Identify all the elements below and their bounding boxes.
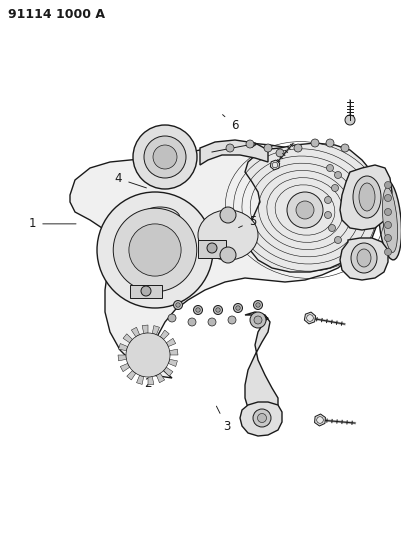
- Circle shape: [141, 286, 151, 296]
- Circle shape: [324, 212, 332, 219]
- Polygon shape: [142, 325, 148, 334]
- Text: 2: 2: [144, 369, 152, 390]
- Polygon shape: [314, 414, 326, 426]
- Circle shape: [334, 237, 342, 244]
- Circle shape: [276, 149, 284, 157]
- Circle shape: [332, 184, 338, 191]
- Circle shape: [385, 248, 391, 255]
- Ellipse shape: [357, 249, 371, 267]
- Circle shape: [341, 144, 349, 152]
- Circle shape: [385, 182, 391, 189]
- Circle shape: [326, 139, 334, 147]
- Text: 6: 6: [223, 115, 238, 132]
- Circle shape: [385, 195, 391, 201]
- Ellipse shape: [383, 188, 397, 253]
- Ellipse shape: [198, 210, 258, 260]
- Circle shape: [188, 318, 196, 326]
- Polygon shape: [168, 359, 177, 367]
- Ellipse shape: [379, 180, 401, 260]
- Circle shape: [294, 144, 302, 152]
- Circle shape: [254, 316, 262, 324]
- Polygon shape: [270, 160, 280, 170]
- Polygon shape: [200, 140, 268, 165]
- Polygon shape: [240, 402, 282, 436]
- Circle shape: [311, 139, 319, 147]
- Circle shape: [226, 144, 234, 152]
- Polygon shape: [340, 238, 388, 280]
- Polygon shape: [119, 344, 128, 351]
- Circle shape: [385, 222, 391, 229]
- Circle shape: [208, 318, 216, 326]
- Circle shape: [153, 145, 177, 169]
- Circle shape: [385, 235, 391, 241]
- Polygon shape: [340, 165, 392, 230]
- Polygon shape: [198, 240, 226, 258]
- Circle shape: [133, 125, 197, 189]
- Ellipse shape: [359, 183, 375, 211]
- Polygon shape: [170, 349, 178, 355]
- Circle shape: [129, 224, 181, 276]
- Circle shape: [307, 314, 313, 321]
- Circle shape: [196, 308, 200, 312]
- Circle shape: [287, 192, 323, 228]
- Circle shape: [345, 115, 355, 125]
- Polygon shape: [152, 326, 160, 335]
- Circle shape: [253, 301, 263, 310]
- Text: 4: 4: [115, 172, 146, 188]
- Text: 91114 1000 A: 91114 1000 A: [8, 8, 105, 21]
- Circle shape: [176, 303, 180, 307]
- Polygon shape: [118, 355, 126, 361]
- Circle shape: [126, 333, 170, 377]
- Polygon shape: [156, 373, 165, 383]
- Circle shape: [256, 303, 260, 307]
- Polygon shape: [245, 312, 278, 418]
- Polygon shape: [166, 338, 176, 346]
- Circle shape: [317, 417, 323, 423]
- Circle shape: [246, 140, 254, 148]
- Text: 5: 5: [239, 215, 256, 228]
- Circle shape: [328, 224, 336, 231]
- Polygon shape: [304, 312, 316, 324]
- Polygon shape: [160, 330, 169, 340]
- Circle shape: [168, 314, 176, 322]
- Circle shape: [250, 312, 266, 328]
- Polygon shape: [136, 375, 144, 384]
- Ellipse shape: [140, 207, 180, 229]
- Polygon shape: [164, 367, 173, 376]
- Circle shape: [113, 208, 197, 292]
- Circle shape: [207, 243, 217, 253]
- Circle shape: [385, 208, 391, 215]
- Polygon shape: [70, 143, 365, 378]
- Polygon shape: [127, 370, 136, 380]
- Polygon shape: [120, 364, 130, 372]
- Circle shape: [216, 308, 220, 312]
- Circle shape: [194, 305, 203, 314]
- Circle shape: [326, 165, 334, 172]
- Text: 3: 3: [217, 406, 230, 433]
- Polygon shape: [245, 143, 380, 272]
- Polygon shape: [130, 285, 162, 298]
- Circle shape: [213, 305, 223, 314]
- Circle shape: [324, 197, 332, 204]
- Polygon shape: [123, 334, 132, 343]
- Ellipse shape: [351, 243, 377, 273]
- Circle shape: [220, 247, 236, 263]
- Circle shape: [97, 192, 213, 308]
- Circle shape: [233, 303, 243, 312]
- Polygon shape: [148, 377, 154, 385]
- Circle shape: [253, 409, 271, 427]
- Circle shape: [296, 201, 314, 219]
- Polygon shape: [132, 327, 140, 337]
- Circle shape: [257, 414, 267, 423]
- Circle shape: [272, 162, 278, 168]
- Circle shape: [264, 144, 272, 152]
- Text: 1: 1: [28, 217, 76, 230]
- Circle shape: [144, 136, 186, 178]
- Circle shape: [228, 316, 236, 324]
- Ellipse shape: [353, 176, 381, 218]
- Circle shape: [174, 301, 182, 310]
- Circle shape: [236, 306, 240, 310]
- Circle shape: [334, 172, 342, 179]
- Circle shape: [220, 207, 236, 223]
